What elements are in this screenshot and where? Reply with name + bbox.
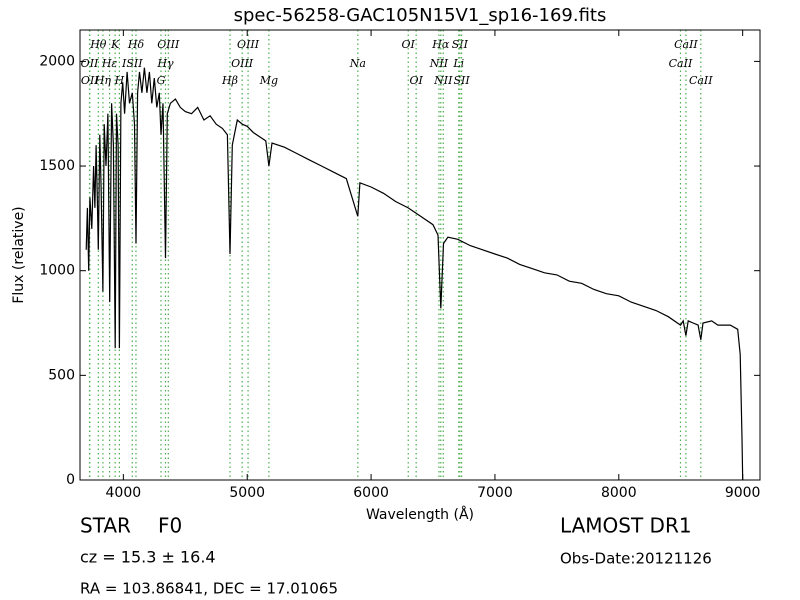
spectral-line-label: Mg bbox=[259, 74, 278, 87]
redshift: cz = 15.3 ± 16.4 bbox=[80, 548, 216, 567]
spectral-line-label: SII bbox=[454, 74, 471, 87]
spectral-line-label: Na bbox=[349, 57, 366, 70]
spectral-line-label: CaII bbox=[689, 74, 713, 87]
class-label: STAR bbox=[80, 514, 131, 538]
spectral-line-label: OII bbox=[81, 74, 99, 87]
x-tick-label: 6000 bbox=[353, 485, 389, 501]
chart-title: spec-56258-GAC105N15V1_sp16-169.fits bbox=[234, 5, 607, 26]
spectral-line-label: K bbox=[110, 38, 120, 51]
spectrum-line bbox=[85, 67, 744, 481]
x-tick-label: 8000 bbox=[601, 485, 637, 501]
spectral-line-label: Hγ bbox=[156, 57, 174, 70]
spectral-line-label: OIII bbox=[157, 38, 180, 51]
spectral-line-label: Li bbox=[452, 57, 464, 70]
coordinates: RA = 103.86841, DEC = 17.01065 bbox=[80, 580, 338, 598]
spectral-line-label: NII bbox=[433, 74, 453, 87]
spectral-line-label: Hα bbox=[431, 38, 450, 51]
spectral-line-label: NII bbox=[429, 57, 449, 70]
x-tick-label: 9000 bbox=[725, 485, 761, 501]
spectral-line-label: Hδ bbox=[127, 38, 145, 51]
spectral-line-label: SII bbox=[452, 38, 469, 51]
x-tick-label: 7000 bbox=[477, 485, 513, 501]
y-tick-label: 0 bbox=[66, 472, 75, 488]
spectral-line-label: H bbox=[114, 74, 125, 87]
x-tick-label: 5000 bbox=[229, 485, 265, 501]
spectral-line-label: Hβ bbox=[221, 74, 238, 87]
x-axis-label: Wavelength (Å) bbox=[366, 506, 474, 523]
x-tick-label: 4000 bbox=[106, 485, 142, 501]
y-tick-label: 1000 bbox=[39, 263, 75, 279]
spectral-line-label: ISII bbox=[121, 57, 143, 70]
spectral-line-label: CaII bbox=[674, 38, 698, 51]
spectral-line-label: G bbox=[157, 74, 166, 87]
spectral-line-label: OI bbox=[402, 38, 416, 51]
survey: LAMOST DR1 bbox=[560, 514, 692, 538]
spectral-line-label: OIII bbox=[231, 57, 254, 70]
spectral-line-label: OIII bbox=[237, 38, 260, 51]
spectral-line-label: OI bbox=[409, 74, 423, 87]
obs-date: Obs-Date:20121126 bbox=[560, 550, 712, 568]
y-axis-label: Flux (relative) bbox=[11, 206, 27, 303]
y-tick-label: 1500 bbox=[39, 158, 75, 174]
subclass-label: F0 bbox=[158, 514, 182, 538]
spectral-line-label: CaII bbox=[669, 57, 693, 70]
spectral-line-label: Hε bbox=[101, 57, 118, 70]
y-tick-label: 500 bbox=[48, 367, 75, 383]
y-tick-label: 2000 bbox=[39, 53, 75, 69]
spectral-line-label: Hθ bbox=[89, 38, 107, 51]
spectral-line-label: Hη bbox=[94, 74, 112, 87]
plot-frame bbox=[79, 29, 761, 481]
spectral-line-label: OII bbox=[81, 57, 99, 70]
